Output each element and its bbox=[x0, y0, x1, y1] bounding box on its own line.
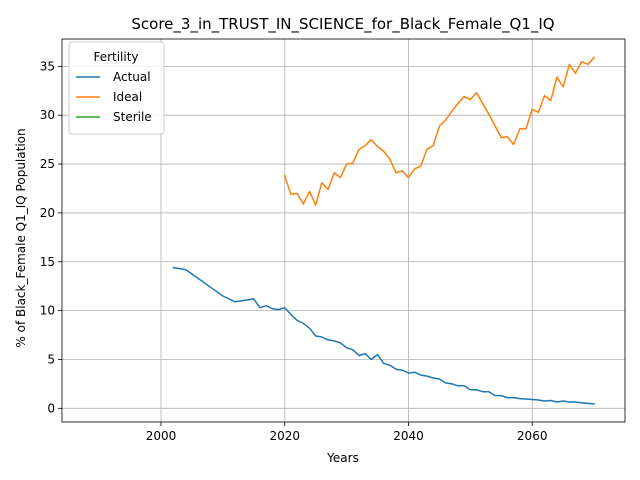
chart-title: Score_3_in_TRUST_IN_SCIENCE_for_Black_Fe… bbox=[131, 15, 554, 34]
y-axis-ticks: 0 5 10 15 20 25 30 35 bbox=[40, 59, 62, 415]
y-tick-label: 0 bbox=[47, 401, 55, 415]
legend-label-ideal: Ideal bbox=[113, 90, 142, 104]
y-axis-label: % of Black_Female Q1_IQ Population bbox=[14, 128, 28, 347]
y-tick-label: 10 bbox=[40, 304, 55, 318]
plot-frame bbox=[61, 38, 626, 423]
y-tick-label: 20 bbox=[40, 206, 55, 220]
series-line-actual bbox=[172, 266, 595, 405]
x-tick-label: 2040 bbox=[393, 429, 424, 443]
series-lines bbox=[172, 56, 596, 405]
legend: Fertility Actual Ideal Sterile bbox=[68, 41, 165, 135]
legend-title: Fertility bbox=[93, 50, 138, 64]
x-axis-ticks: 2000 2020 2040 2060 bbox=[146, 422, 548, 443]
y-tick-label: 30 bbox=[40, 108, 55, 122]
y-tick-label: 15 bbox=[40, 255, 55, 269]
x-axis-label: Years bbox=[326, 451, 359, 465]
legend-items: Actual Ideal Sterile bbox=[76, 70, 152, 124]
legend-box bbox=[68, 41, 165, 135]
x-tick-label: 2020 bbox=[269, 429, 300, 443]
series-line-ideal bbox=[283, 56, 596, 206]
y-tick-label: 35 bbox=[40, 59, 55, 73]
y-tick-label: 5 bbox=[47, 352, 55, 366]
x-tick-label: 2060 bbox=[517, 429, 548, 443]
legend-label-actual: Actual bbox=[113, 70, 151, 84]
legend-label-sterile: Sterile bbox=[113, 110, 152, 124]
x-tick-label: 2000 bbox=[146, 429, 177, 443]
y-tick-label: 25 bbox=[40, 157, 55, 171]
